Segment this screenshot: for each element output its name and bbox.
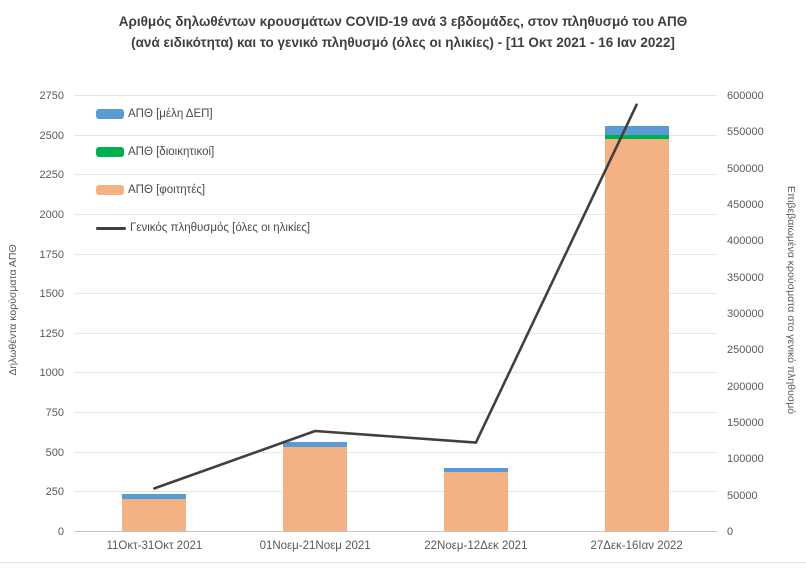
legend-line-swatch (96, 226, 126, 230)
chart-bottom-border (0, 562, 806, 563)
stacked-bar (283, 442, 348, 531)
stacked-bar (443, 468, 508, 531)
x-category-label: 22Νοεμ-12Δεκ 2021 (424, 540, 528, 552)
x-axis-line (74, 531, 717, 532)
left-axis-tick-label: 750 (45, 407, 64, 420)
right-axis-tick-label: 350000 (727, 271, 764, 284)
legend-swatch (96, 185, 124, 195)
right-axis-tick-label: 100000 (727, 453, 764, 466)
x-category-label: 01Νοεμ-21Νοεμ 2021 (259, 540, 371, 552)
gridline (74, 213, 717, 215)
left-axis-tick-label: 2250 (39, 169, 64, 182)
legend-item: ΑΠΘ [διοικητικοί] (96, 146, 310, 158)
right-axis-tick-label: 550000 (727, 126, 764, 139)
x-category-label: 27Δεκ-16Ιαν 2022 (590, 540, 683, 552)
legend-item: ΑΠΘ [μέλη ΔΕΠ] (96, 108, 310, 120)
stacked-bar (604, 125, 669, 531)
right-axis-tick-label: 500000 (727, 162, 764, 175)
legend-label: Γενικός πληθυσμός [όλες οι ηλικίες] (130, 222, 311, 234)
gridline (74, 174, 717, 176)
left-axis-tick-label: 1000 (39, 367, 64, 380)
right-axis-tick-label: 250000 (727, 344, 764, 357)
legend-swatch (96, 109, 124, 119)
left-axis-tick-label: 500 (45, 446, 64, 459)
bar-segment-bottom (283, 447, 348, 531)
general-population-line-layer (153, 103, 638, 490)
bar-segment-bottom (604, 139, 669, 531)
right-axis-tick-label: 300000 (727, 308, 764, 320)
legend-item: Γενικός πληθυσμός [όλες οι ηλικίες] (96, 222, 310, 234)
right-axis-tick-label: 450000 (727, 199, 764, 211)
bar-segment-top (604, 125, 669, 136)
gridline (74, 332, 717, 334)
left-axis-tick-label: 2750 (39, 90, 64, 102)
left-axis-tick-label: 0 (57, 526, 64, 538)
right-axis-tick-label: 600000 (727, 90, 764, 102)
right-axis-tick-label: 400000 (727, 235, 764, 248)
legend-label: ΑΠΘ [φοιτητές] (128, 184, 206, 196)
bar-segment-top (283, 442, 348, 447)
gridline (74, 451, 717, 453)
x-category-label: 11Οκτ-31Οκτ 2021 (106, 540, 203, 552)
left-axis-tick-label: 1750 (39, 248, 64, 261)
gridline (74, 95, 717, 96)
plot-area (74, 95, 717, 532)
bar-segment-middle (283, 446, 348, 448)
right-axis-tick-label: 50000 (727, 489, 758, 502)
bar-segment-top (122, 494, 187, 499)
stacked-bar (122, 494, 187, 531)
gridline (74, 412, 717, 414)
legend-swatch (96, 147, 124, 157)
legend-label: ΑΠΘ [διοικητικοί] (128, 146, 215, 158)
gridline (74, 134, 717, 136)
right-axis-tick-labels: 0 50000 100000 150000 200000 250000 300000 3500… (727, 0, 797, 568)
chart-title: Αριθμός δηλωθέντων κρουσμάτων COVID-19 α… (0, 12, 806, 54)
right-axis-tick-label: 200000 (727, 380, 764, 393)
right-axis-tick-label: 150000 (727, 417, 764, 429)
bar-segment-middle (604, 135, 669, 140)
gridline (74, 372, 717, 374)
legend: ΑΠΘ [μέλη ΔΕΠ] ΑΠΘ [διοικητικοί] ΑΠΘ [φοιτ… (96, 108, 310, 234)
legend-label: ΑΠΘ [μέλη ΔΕΠ] (128, 108, 213, 120)
bar-segment-bottom (122, 499, 187, 531)
left-axis-tick-label: 2000 (39, 208, 64, 221)
left-axis-tick-label: 250 (45, 486, 64, 499)
gridline (74, 293, 717, 295)
left-axis-tick-label: 1250 (39, 327, 64, 340)
left-axis-tick-label: 2500 (39, 129, 64, 142)
gridline (74, 253, 717, 255)
bar-segment-top (443, 468, 508, 472)
general-population-line (153, 103, 638, 490)
gridline (74, 491, 717, 493)
x-axis-labels: 11Οκτ-31Οκτ 2021 01Νοεμ-21Νοεμ 2021 22Νοεμ… (74, 540, 717, 558)
chart-title-line1: Αριθμός δηλωθέντων κρουσμάτων COVID-19 α… (118, 14, 688, 29)
legend-item: ΑΠΘ [φοιτητές] (96, 184, 310, 196)
bar-segment-bottom (443, 472, 508, 531)
chart-title-line2: (ανά ειδικότητα) και το γενικό πληθυσμό … (131, 34, 675, 50)
right-axis-tick-label: 0 (727, 526, 734, 538)
left-axis-tick-label: 1500 (39, 288, 64, 301)
left-axis-tick-labels: 0 250 500 750 1000 1250 1500 1750 2000 2250 2500 27… (0, 0, 64, 568)
